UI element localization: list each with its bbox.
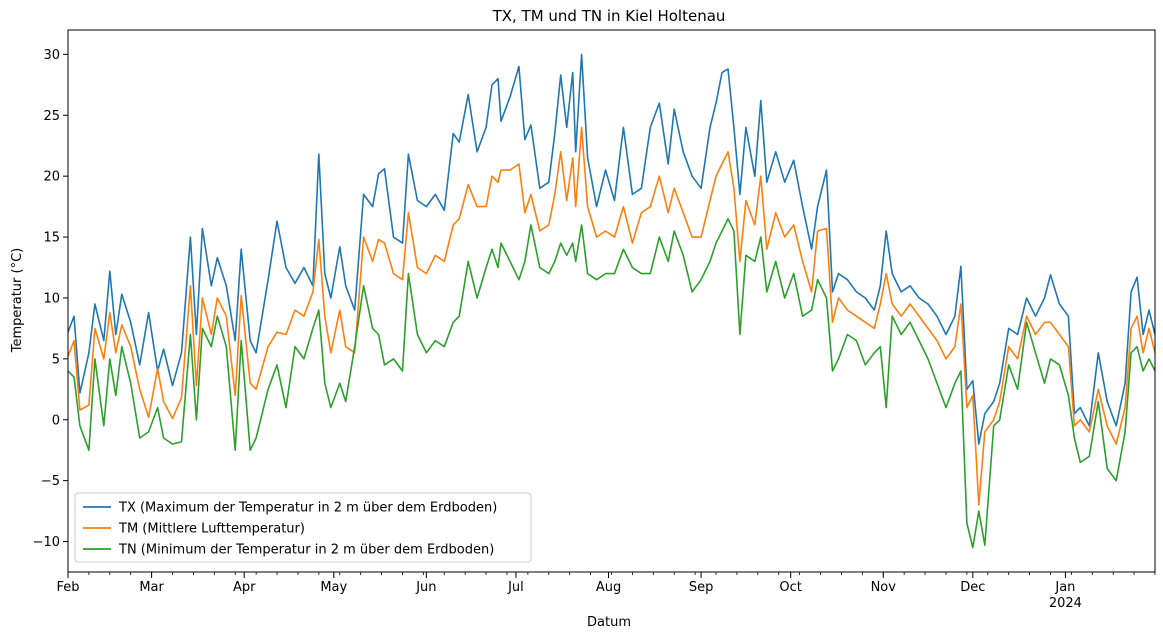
y-tick-label: 10 <box>43 291 60 306</box>
plot-area <box>67 29 1156 573</box>
legend-box <box>74 492 532 563</box>
y-tick-label: −10 <box>33 535 60 550</box>
x-axis-label: Datum <box>587 615 631 630</box>
series-line-tn <box>67 218 1156 549</box>
y-axis-label: Temperatur (°C) <box>10 248 25 354</box>
y-axis: −10 −5 0 5 10 15 20 25 30 <box>33 48 68 550</box>
x-tick-label: Jul <box>507 580 524 595</box>
x-tick-label: Apr <box>233 580 256 595</box>
x-tick-label: Dec <box>960 580 985 595</box>
y-tick-label: 30 <box>43 48 60 63</box>
y-tick-label: 0 <box>52 413 60 428</box>
y-tick-label: 15 <box>43 231 60 246</box>
x-tick-label: Feb <box>56 580 79 595</box>
legend-label: TX (Maximum der Temperatur in 2 m über d… <box>118 501 497 516</box>
axes-frame <box>67 29 1156 573</box>
legend-label: TN (Minimum der Temperatur in 2 m über d… <box>118 543 494 558</box>
x-tick-label: Jun <box>415 580 436 595</box>
x-tick-label: Aug <box>596 580 621 595</box>
x-tick-label: Jan <box>1054 580 1075 595</box>
x-tick-sublabel: 2024 <box>1049 596 1082 611</box>
x-tick-label: Mar <box>139 580 164 595</box>
series-line-tm <box>67 126 1156 506</box>
x-tick-label: Sep <box>689 580 714 595</box>
x-tick-label: Nov <box>871 580 897 595</box>
chart-title: TX, TM und TN in Kiel Holtenau <box>492 7 726 25</box>
x-tick-label: May <box>320 580 347 595</box>
y-tick-label: 20 <box>43 170 60 185</box>
x-tick-label: Oct <box>779 580 801 595</box>
y-tick-label: −5 <box>41 474 60 489</box>
legend: TX (Maximum der Temperatur in 2 m über d… <box>74 492 532 563</box>
legend-label: TM (Mittlere Lufttemperatur) <box>118 522 305 537</box>
y-tick-label: 5 <box>52 352 60 367</box>
series-line-tx <box>67 53 1156 445</box>
y-tick-label: 25 <box>43 109 60 124</box>
